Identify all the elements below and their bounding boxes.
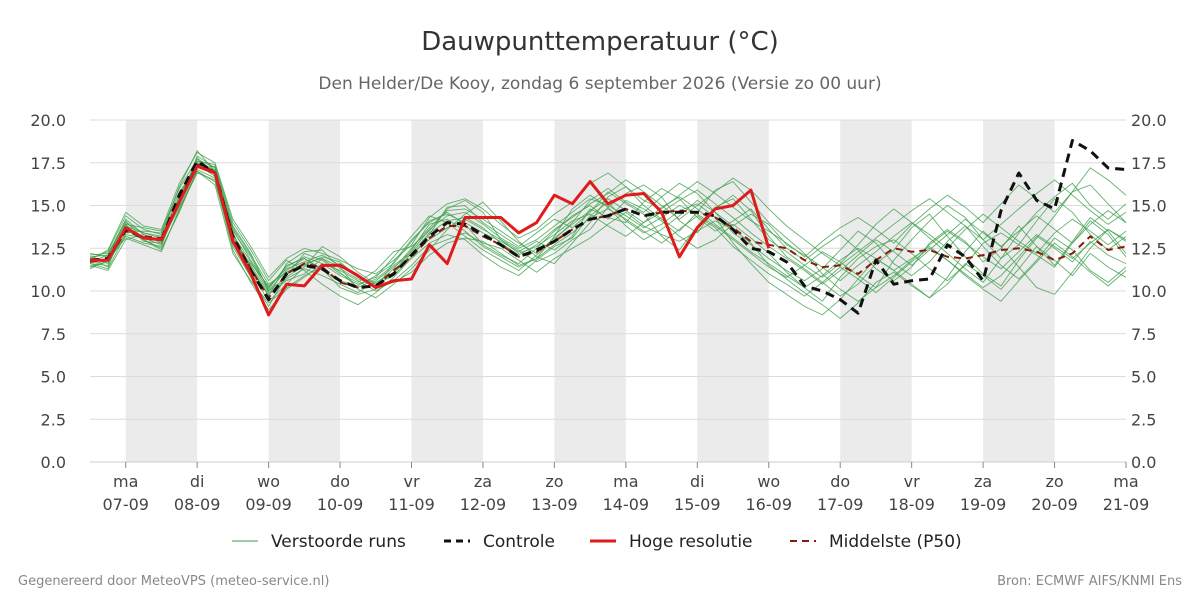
ensemble-member-line [89, 162, 1127, 289]
grid-lines [90, 119, 1126, 463]
x-tick-day: zo [1045, 472, 1063, 491]
x-tick-day: di [190, 472, 205, 491]
legend-label-hires: Hoge resolutie [629, 532, 753, 552]
x-axis: ma 07-09 di 08-09 wo 09-09 do 10-09 vr 11-09 za 12-… [102, 462, 1149, 514]
x-tick-day: do [830, 472, 850, 491]
x-tick-day: vr [904, 472, 920, 491]
y-tick-label: 15.0 [30, 197, 66, 216]
x-tick-day: za [474, 472, 492, 491]
x-tick-date: 14-09 [603, 495, 650, 514]
x-tick-date: 19-09 [960, 495, 1007, 514]
x-tick-date: 21-09 [1103, 495, 1150, 514]
y-tick-label: 12.5 [30, 239, 66, 258]
y-tick-label: 10.0 [30, 282, 66, 301]
y-tick-label: 17.5 [1131, 154, 1167, 173]
y-axis-left: 0.0 2.5 5.0 7.5 10.0 12.5 15.0 17.5 20.0 [30, 111, 66, 472]
x-tick-date: 20-09 [1031, 495, 1078, 514]
ensemble-member-line [89, 165, 1127, 289]
main-series [89, 139, 1127, 317]
footer-source: Bron: ECMWF AIFS/KNMI Ens [997, 574, 1182, 589]
chart-title: Dauwpunttemperatuur (°C) [421, 27, 779, 57]
y-tick-label: 5.0 [1131, 368, 1156, 387]
x-tick-date: 09-09 [245, 495, 292, 514]
footer-credit: Gegenereerd door MeteoVPS (meteo-service… [18, 574, 329, 589]
legend-label-control: Controle [483, 532, 555, 552]
x-tick-date: 10-09 [317, 495, 364, 514]
ensemble-lines [89, 149, 1127, 319]
y-tick-label: 2.5 [41, 410, 66, 429]
y-tick-label: 5.0 [41, 368, 66, 387]
x-tick-day: do [330, 472, 350, 491]
x-tick-day: vr [403, 472, 419, 491]
control-line [89, 139, 1127, 315]
x-tick-day: wo [757, 472, 780, 491]
legend: Verstoorde runs Controle Hoge resolutie Mid… [232, 532, 962, 552]
x-tick-date: 17-09 [817, 495, 864, 514]
legend-label-median: Middelste (P50) [829, 532, 962, 552]
x-tick-date: 12-09 [460, 495, 507, 514]
y-tick-label: 20.0 [30, 111, 66, 130]
x-tick-day: ma [1113, 472, 1138, 491]
x-tick-date: 15-09 [674, 495, 721, 514]
ensemble-member-line [89, 170, 1127, 304]
x-tick-day: zo [545, 472, 563, 491]
x-tick-date: 11-09 [388, 495, 435, 514]
x-tick-day: di [690, 472, 705, 491]
hires-line [90, 164, 771, 317]
y-tick-label: 2.5 [1131, 410, 1156, 429]
x-tick-date: 18-09 [888, 495, 935, 514]
y-tick-label: 10.0 [1131, 282, 1167, 301]
x-tick-day: ma [613, 472, 638, 491]
y-tick-label: 0.0 [1131, 453, 1156, 472]
ensemble-member-line [89, 151, 1127, 279]
y-tick-label: 12.5 [1131, 239, 1167, 258]
x-tick-day: wo [257, 472, 280, 491]
y-tick-label: 7.5 [1131, 325, 1156, 344]
x-tick-date: 07-09 [102, 495, 149, 514]
y-tick-label: 20.0 [1131, 111, 1167, 130]
x-tick-date: 16-09 [746, 495, 793, 514]
y-tick-label: 15.0 [1131, 197, 1167, 216]
x-tick-date: 08-09 [174, 495, 221, 514]
y-tick-label: 7.5 [41, 325, 66, 344]
y-tick-label: 0.0 [41, 453, 66, 472]
chart-subtitle: Den Helder/De Kooy, zondag 6 september 2… [318, 74, 881, 94]
y-axis-right: 0.0 2.5 5.0 7.5 10.0 12.5 15.0 17.5 20.0 [1131, 111, 1167, 472]
ensemble-member-line [89, 160, 1127, 292]
ensemble-member-line [89, 156, 1127, 303]
y-tick-label: 17.5 [30, 154, 66, 173]
x-tick-day: ma [113, 472, 138, 491]
x-tick-date: 13-09 [531, 495, 578, 514]
x-tick-day: za [974, 472, 992, 491]
legend-label-ensemble: Verstoorde runs [271, 532, 406, 552]
